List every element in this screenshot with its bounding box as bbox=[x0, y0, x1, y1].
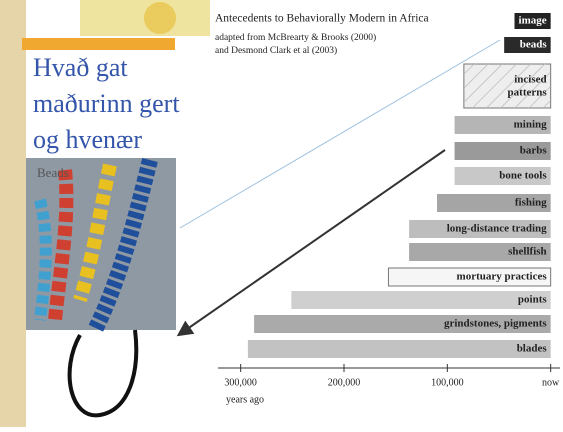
bar-label: blades bbox=[517, 343, 548, 355]
chart-title: Antecedents to Behaviorally Modern in Af… bbox=[215, 13, 429, 25]
bar-label: barbs bbox=[520, 145, 548, 157]
accent-bar bbox=[22, 38, 175, 50]
bar-label: grindstones, pigments bbox=[444, 318, 547, 330]
image-caption: Beads bbox=[37, 165, 69, 180]
slide-title: Hvað gat bbox=[33, 53, 128, 82]
bar-label: image bbox=[519, 15, 547, 27]
bar-label: fishing bbox=[515, 197, 547, 209]
bar-label: mining bbox=[514, 119, 548, 131]
bar bbox=[291, 291, 550, 309]
slide-title: og hvenær bbox=[33, 125, 142, 154]
chart-subtitle: adapted from McBrearty & Brooks (2000) bbox=[215, 32, 376, 43]
x-tick-label: 100,000 bbox=[431, 377, 464, 388]
page: {"slide": {"title_lines": ["Hvað gat", "… bbox=[0, 0, 563, 427]
parchment-strip bbox=[0, 0, 26, 427]
bar-label: mortuary practices bbox=[457, 271, 548, 283]
bar bbox=[248, 340, 551, 358]
bar-label: bone tools bbox=[499, 170, 547, 182]
x-tick-label: 200,000 bbox=[328, 377, 361, 388]
x-tick-label: 300,000 bbox=[224, 377, 257, 388]
slide: Hvað gat maðurinn gert og hvenær Beads A… bbox=[0, 0, 563, 427]
slide-title: maðurinn gert bbox=[33, 89, 180, 118]
x-axis-label: years ago bbox=[226, 394, 264, 405]
chart-subtitle: and Desmond Clark et al (2003) bbox=[215, 45, 337, 56]
bar-label: points bbox=[518, 294, 547, 306]
bar-label: long-distance trading bbox=[447, 223, 547, 235]
bar-label: beads bbox=[520, 39, 548, 51]
beads-photo bbox=[26, 158, 176, 330]
flower bbox=[144, 2, 176, 34]
bar-label: shellfish bbox=[508, 246, 547, 258]
x-tick-label: now bbox=[542, 377, 560, 388]
